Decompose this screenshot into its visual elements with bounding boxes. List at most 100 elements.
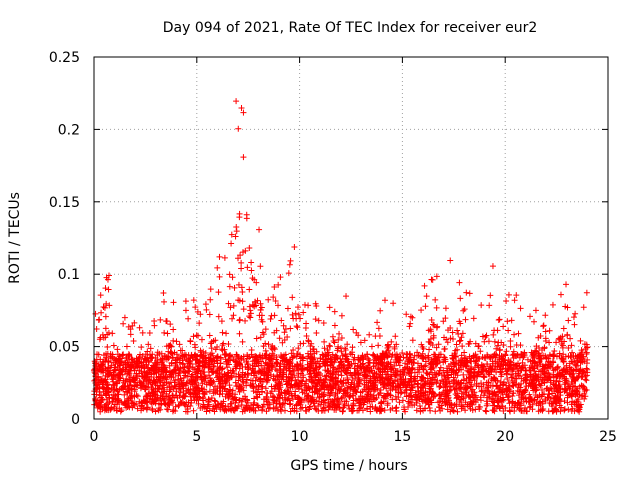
data-point [138, 344, 145, 351]
data-point [265, 296, 272, 303]
data-point [450, 374, 457, 381]
data-point [130, 338, 137, 345]
data-point [248, 267, 255, 274]
data-point [486, 302, 493, 309]
data-point [339, 394, 346, 401]
data-point [145, 341, 152, 348]
data-point [433, 273, 440, 280]
data-point [563, 362, 570, 369]
data-point [515, 330, 522, 337]
data-point [195, 332, 202, 339]
data-point [291, 372, 298, 379]
data-point [191, 341, 198, 348]
x-tick-label: 0 [90, 429, 99, 445]
data-point [168, 350, 175, 357]
data-point [256, 226, 263, 233]
data-point [304, 350, 311, 357]
data-point [462, 407, 469, 414]
data-point [198, 385, 205, 392]
data-point [278, 317, 285, 324]
data-point [335, 336, 342, 343]
data-point [339, 408, 346, 415]
data-point [557, 291, 564, 298]
data-point [392, 333, 399, 340]
data-point [463, 289, 470, 296]
data-point [522, 404, 529, 411]
data-point [459, 330, 466, 337]
data-point [160, 290, 167, 297]
y-tick-label: 0.1 [58, 267, 80, 283]
data-point [563, 281, 570, 288]
data-point [390, 300, 397, 307]
data-point [285, 270, 292, 277]
data-point [568, 342, 575, 349]
data-point [511, 297, 518, 304]
data-point [449, 335, 456, 342]
data-point [540, 322, 547, 329]
data-point [301, 301, 308, 308]
x-tick-label: 15 [393, 429, 411, 445]
data-point [281, 329, 288, 336]
data-point [166, 362, 173, 369]
data-point [570, 314, 577, 321]
data-point [120, 320, 127, 327]
data-point [173, 338, 180, 345]
data-point [110, 342, 117, 349]
data-point [449, 407, 456, 414]
data-point [182, 298, 189, 305]
data-point [532, 307, 539, 314]
data-point [161, 298, 168, 305]
data-point [192, 304, 199, 311]
data-point [206, 311, 213, 318]
data-point [409, 337, 416, 344]
data-point [396, 362, 403, 369]
data-point [409, 314, 416, 321]
data-point [231, 284, 238, 291]
data-point [357, 339, 364, 346]
data-point [544, 394, 551, 401]
data-point [487, 292, 494, 299]
data-point [247, 314, 254, 321]
data-point [109, 330, 116, 337]
data-point [393, 407, 400, 414]
data-point [343, 293, 350, 300]
data-point [121, 391, 128, 398]
data-point [294, 304, 301, 311]
data-point [260, 331, 267, 338]
data-point [462, 316, 469, 323]
data-point [287, 257, 294, 264]
data-point [583, 377, 590, 384]
data-point [455, 330, 462, 337]
data-point [216, 273, 223, 280]
data-point [243, 215, 250, 222]
data-point [267, 316, 274, 323]
data-point [515, 370, 522, 377]
data-point [293, 315, 300, 322]
data-point [403, 311, 410, 318]
data-point [577, 337, 584, 344]
data-point [246, 286, 253, 293]
data-point [136, 324, 143, 331]
data-point [218, 318, 225, 325]
data-point [164, 354, 171, 361]
data-point [422, 303, 429, 310]
data-point [535, 408, 542, 415]
data-point [236, 330, 243, 337]
data-point [207, 296, 214, 303]
data-point [289, 294, 296, 301]
data-point [407, 320, 414, 327]
data-point [289, 311, 296, 318]
data-point [321, 338, 328, 345]
data-point [219, 329, 226, 336]
data-point [193, 356, 200, 363]
data-point [102, 285, 109, 292]
data-point [170, 326, 177, 333]
x-tick-label: 25 [599, 429, 617, 445]
data-point [442, 305, 449, 312]
data-point [537, 398, 544, 405]
data-point [349, 344, 356, 351]
data-point [164, 330, 171, 337]
data-point [291, 392, 298, 399]
grid-lines [94, 57, 608, 419]
data-point [430, 321, 437, 328]
